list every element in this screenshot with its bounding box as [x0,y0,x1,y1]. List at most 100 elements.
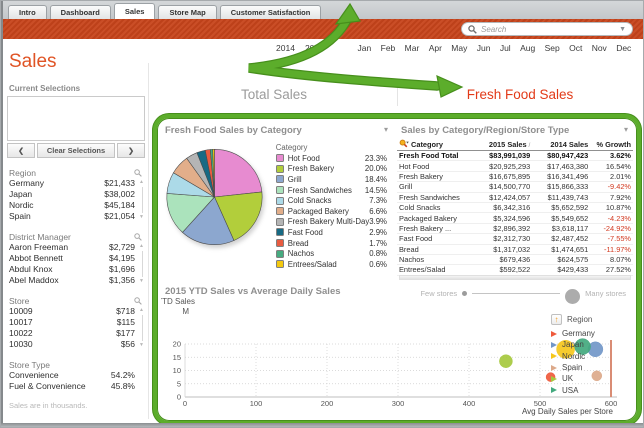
column-header-2015-sales[interactable]: 2015 Sales / [474,138,533,151]
list-item-nordic[interactable]: Nordic $45,184 [7,200,145,211]
table-row-fresh-bakery[interactable]: Fresh Bakery $16,675,895 $16,341,496 2.01% [397,171,633,183]
year-2014[interactable]: 2014 [276,43,295,53]
caret-down-icon[interactable]: ▾ [623,125,628,134]
region-legend-item-spain[interactable]: Spain [551,362,629,373]
region-legend-item-germany[interactable]: Germany [551,328,629,339]
search-icon[interactable] [134,296,142,305]
legend-item-entrees-salad[interactable]: Entrees/Salad 0.6% [275,259,387,270]
tab-intro[interactable]: Intro [8,5,47,19]
scroll-up-icon[interactable]: ▲ [139,179,144,185]
pie-slice-grill[interactable] [182,196,235,245]
table-row-entrees-salad[interactable]: Entrees/Salad $592,522 $429,433 27.52% [397,264,633,276]
scroll-up-icon[interactable]: ▲ [139,307,144,313]
column-header-category[interactable]: Category [397,138,475,151]
list-item-fuel-convenience[interactable]: Fuel & Convenience 45.8% [7,381,145,392]
cell-growth: 2.01% [590,171,633,183]
search-box[interactable]: Search ▼ [461,22,633,36]
scroll-down-icon[interactable]: ▼ [139,214,144,220]
column-header-2014-sales[interactable]: 2014 Sales [532,138,591,151]
table-hscrollbar[interactable] [399,275,631,280]
month-jun[interactable]: Jun [476,43,491,53]
legend-item-fresh-sandwiches[interactable]: Fresh Sandwiches 14.5% [275,185,387,196]
table-row-fast-food[interactable]: Fast Food $2,312,730 $2,487,452 -7.55% [397,233,633,245]
chevron-down-icon[interactable]: ▼ [619,25,626,33]
list-item-aaron-freeman[interactable]: Aaron Freeman $2,729 [7,242,145,253]
table-row-grill[interactable]: Grill $14,500,770 $15,866,333 -9.42% [397,181,633,193]
bubble-uk[interactable] [499,354,513,368]
bubble-usa[interactable] [574,338,591,355]
list-item-abbot-bennett[interactable]: Abbot Bennett $4,195 [7,253,145,264]
table-row-fresh-bakery[interactable]: Fresh Bakery ... $2,896,392 $3,618,117 -24.… [397,223,633,235]
region-legend-item-nordic[interactable]: Nordic [551,351,629,362]
legend-label: Hot Food [287,153,320,163]
legend-item-grill[interactable]: Grill 18.4% [275,174,387,185]
legend-item-fast-food[interactable]: Fast Food 2.9% [275,227,387,238]
table-row-fresh-food-total[interactable]: Fresh Food Total $83,991,039 $80,947,423 3.… [397,150,633,162]
legend-item-fresh-bakery[interactable]: Fresh Bakery 20.0% [275,164,387,175]
cell-category: Fresh Food Total [397,150,475,162]
bubble-spain[interactable] [591,370,603,382]
forward-selection-button[interactable]: ❯ [117,143,145,158]
list-item-spain[interactable]: Spain $21,054 [7,211,145,222]
legend-item-cold-snacks[interactable]: Cold Snacks 7.3% [275,195,387,206]
scroll-up-icon[interactable]: ▲ [139,243,144,249]
table-row-packaged-bakery[interactable]: Packaged Bakery $5,324,596 $5,549,652 -4.23… [397,212,633,224]
list-item-10022[interactable]: 10022 $177 [7,328,145,339]
legend-item-nachos[interactable]: Nachos 0.8% [275,248,387,259]
list-item-germany[interactable]: Germany $21,433 [7,178,145,189]
list-item-abel-maddox[interactable]: Abel Maddox $1,356 [7,275,145,286]
list-item-japan[interactable]: Japan $38,002 [7,189,145,200]
month-jan[interactable]: Jan [357,43,372,53]
pie-panel-title: Fresh Food Sales by Category [165,125,302,136]
month-dec[interactable]: Dec [616,43,632,53]
month-oct[interactable]: Oct [569,43,583,53]
pie-slice-hot-food[interactable] [214,149,263,198]
month-nov[interactable]: Nov [591,43,607,53]
table-row-nachos[interactable]: Nachos $679,436 $624,575 8.07% [397,254,633,266]
back-selection-button[interactable]: ❮ [7,143,35,158]
list-item-10009[interactable]: 10009 $718 [7,306,145,317]
search-icon[interactable] [134,232,142,241]
list-item-convenience[interactable]: Convenience 54.2% [7,370,145,381]
list-item-abdul-knox[interactable]: Abdul Knox $1,696 [7,264,145,275]
tab-store-map[interactable]: Store Map [158,5,217,19]
list-item-10030[interactable]: 10030 $56 [7,339,145,350]
legend-item-packaged-bakery[interactable]: Packaged Bakery 6.6% [275,206,387,217]
month-aug[interactable]: Aug [520,43,536,53]
clear-selections-button[interactable]: Clear Selections [37,143,115,158]
month-sep[interactable]: Sep [544,43,560,53]
legend-item-fresh-bakery-multi-day[interactable]: Fresh Bakery Multi-Day 3.9% [275,217,387,228]
month-feb[interactable]: Feb [380,43,396,53]
bubble-nordic[interactable] [556,340,575,359]
quick-select-icon[interactable] [399,139,409,148]
scroll-down-icon[interactable]: ▼ [139,278,144,284]
legend-item-hot-food[interactable]: Hot Food 23.3% [275,153,387,164]
tab-fresh-food-sales[interactable]: Fresh Food Sales [466,86,574,102]
table-row-bread[interactable]: Bread $1,317,032 $1,474,651 -11.97% [397,244,633,255]
pie-slice-fresh-bakery[interactable] [214,191,263,241]
year-2015[interactable]: 2015 [304,43,324,53]
table-row-cold-snacks[interactable]: Cold Snacks $6,342,316 $5,652,592 10.87% [397,202,633,214]
tab-dashboard[interactable]: Dashboard [49,5,111,19]
legend-item-bread[interactable]: Bread 1.7% [275,238,387,249]
drill-up-icon[interactable]: ↑ [551,314,562,325]
tab-sales[interactable]: Sales [113,3,156,19]
list-item-10017[interactable]: 10017 $115 [7,317,145,328]
month-may[interactable]: May [451,43,468,53]
caret-down-icon[interactable]: ▾ [383,125,388,134]
region-legend-item-uk[interactable]: UK [551,373,629,384]
region-legend-item-usa[interactable]: USA [551,384,629,395]
table-row-hot-food[interactable]: Hot Food $20,925,293 $17,463,380 16.54% [397,160,633,172]
search-icon[interactable] [134,168,142,177]
tab-total-sales[interactable]: Total Sales [240,86,308,102]
pie-slice-entrees-salad[interactable] [212,149,215,198]
column-header-growth[interactable]: % Growth [590,138,633,151]
scroll-down-icon[interactable]: ▼ [139,342,144,348]
month-mar[interactable]: Mar [404,43,420,53]
tab-customer-satisfaction[interactable]: Customer Satisfaction [219,5,322,19]
region-marker-icon [551,364,557,371]
region-legend-item-japan[interactable]: Japan [551,339,629,350]
month-apr[interactable]: Apr [428,43,442,53]
month-jul[interactable]: Jul [499,43,511,53]
table-row-fresh-sandwiches[interactable]: Fresh Sandwiches $12,424,057 $11,439,743 7.… [397,192,633,203]
